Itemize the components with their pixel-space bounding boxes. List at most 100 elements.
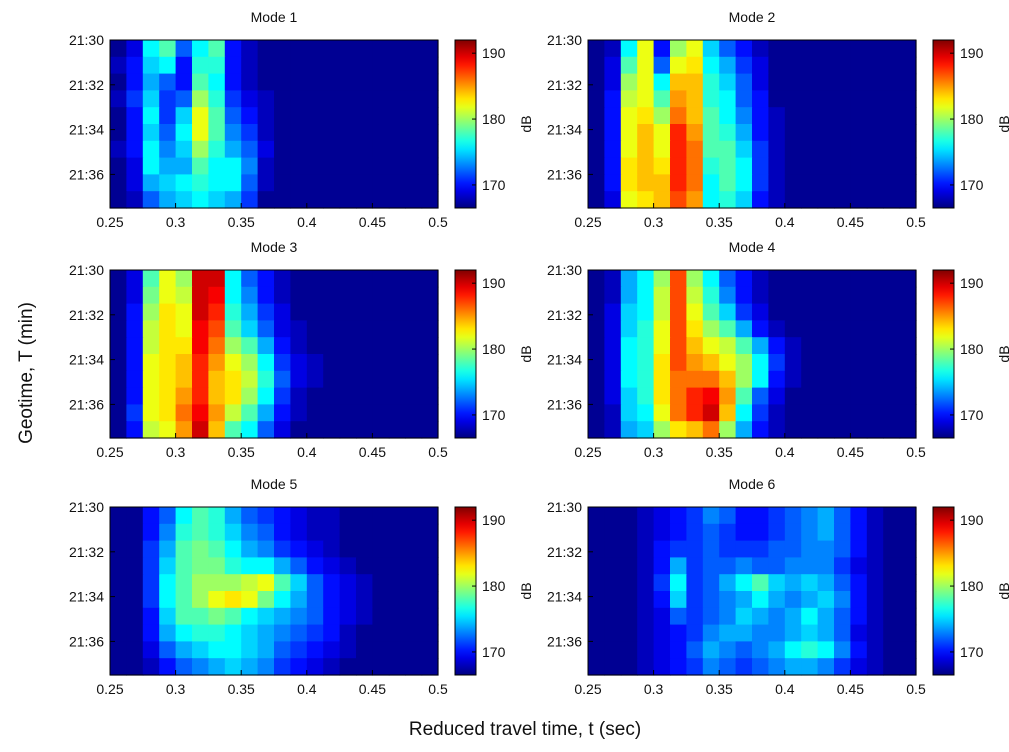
heatmap-cell (588, 370, 605, 389)
heatmap-cell (110, 90, 127, 108)
x-tick-label: 0.4 (775, 444, 795, 460)
heatmap-cell (866, 90, 884, 108)
heatmap-cell (768, 574, 786, 592)
heatmap-cell (339, 107, 357, 125)
heatmap-cell (175, 507, 193, 525)
heatmap-cell (339, 56, 357, 75)
heatmap-cell (257, 124, 275, 142)
plot-frame (109, 269, 439, 439)
heatmap-cell (784, 303, 802, 321)
heatmap-cell (224, 140, 242, 159)
heatmap-cell (323, 540, 341, 558)
heatmap-cell (388, 404, 406, 422)
heatmap-cell (752, 191, 769, 209)
heatmap-cell (208, 56, 226, 75)
heatmap-cell (768, 591, 786, 609)
heatmap-cell (110, 507, 127, 525)
heatmap-cell (752, 507, 769, 525)
colorbar (454, 269, 477, 439)
heatmap-cell (653, 658, 671, 676)
heatmap-cell (257, 286, 275, 305)
heatmap-cell (142, 270, 160, 288)
heatmap-cell (306, 337, 324, 355)
heatmap-cell (192, 658, 209, 676)
heatmap-cell (670, 140, 687, 159)
heatmap-cell (620, 607, 638, 626)
heatmap-cell (719, 107, 737, 125)
heatmap-cell (110, 320, 127, 338)
heatmap-cell (719, 337, 737, 355)
heatmap-cell (306, 140, 324, 159)
heatmap-cell (588, 56, 605, 75)
heatmap-cell (817, 641, 835, 659)
y-tick-label: 21:34 (547, 122, 582, 138)
heatmap-cell (405, 387, 423, 405)
heatmap-cell (421, 540, 439, 558)
heatmap-cell (653, 90, 671, 108)
heatmap-cell (653, 421, 671, 439)
heatmap-cell (784, 591, 802, 609)
heatmap-cell (686, 124, 704, 142)
heatmap-cell (405, 157, 423, 175)
heatmap-cell (323, 73, 341, 91)
heatmap-cell (388, 507, 406, 525)
heatmap-cell (653, 523, 671, 542)
heatmap-cell (405, 507, 423, 525)
x-tick-label: 0.25 (574, 681, 601, 697)
heatmap-cell (637, 591, 655, 609)
heatmap-cell (405, 523, 423, 542)
heatmap-cell (110, 574, 127, 592)
heatmap-cell (241, 320, 259, 338)
heatmap-cell (126, 270, 144, 288)
heatmap-cell (405, 370, 423, 389)
heatmap-cell (372, 641, 390, 659)
heatmap-cell (142, 641, 160, 659)
heatmap-cell (883, 574, 901, 592)
heatmap-cell (192, 303, 209, 321)
heatmap-cell (110, 591, 127, 609)
heatmap-cell (702, 191, 720, 209)
heatmap-cell (224, 624, 242, 642)
heatmap-cell (224, 523, 242, 542)
heatmap-cell (768, 507, 786, 525)
panel-title: Mode 6 (729, 476, 776, 492)
heatmap-cell (719, 157, 737, 175)
heatmap-cell (702, 387, 720, 405)
colorbar-tick-label: 170 (482, 177, 506, 193)
heatmap-cell (899, 320, 917, 338)
heatmap-cell (670, 370, 687, 389)
heatmap-cell (620, 421, 638, 439)
heatmap-cell (702, 624, 720, 642)
heatmap-cell (768, 370, 786, 389)
heatmap-cell (834, 320, 851, 338)
heatmap-cell (339, 354, 357, 372)
heatmap-cell (866, 191, 884, 209)
heatmap-cell (372, 574, 390, 592)
heatmap-cell (257, 73, 275, 91)
heatmap-cell (834, 174, 851, 192)
heatmap-cell (883, 354, 901, 372)
heatmap-cell (784, 73, 802, 91)
heatmap-cell (817, 574, 835, 592)
heatmap-cell (637, 157, 655, 175)
heatmap-cell (588, 191, 605, 209)
heatmap-cell (126, 540, 144, 558)
heatmap-cell (735, 90, 753, 108)
heatmap-cell (686, 591, 704, 609)
heatmap-cell (670, 191, 687, 209)
heatmap-cell (208, 574, 226, 592)
heatmap-cell (274, 607, 291, 626)
heatmap-cell (224, 174, 242, 192)
heatmap-cell (620, 174, 638, 192)
x-tick-label: 0.25 (574, 444, 601, 460)
plot-frame (587, 506, 917, 676)
heatmap-cell (224, 56, 242, 75)
heatmap-cell (883, 404, 901, 422)
heatmap-cell (356, 421, 373, 439)
heatmap-cell (110, 387, 127, 405)
heatmap-cell (670, 574, 687, 592)
heatmap-cell (241, 191, 259, 209)
heatmap-cell (208, 191, 226, 209)
heatmap-cell (175, 523, 193, 542)
heatmap-cell (670, 404, 687, 422)
